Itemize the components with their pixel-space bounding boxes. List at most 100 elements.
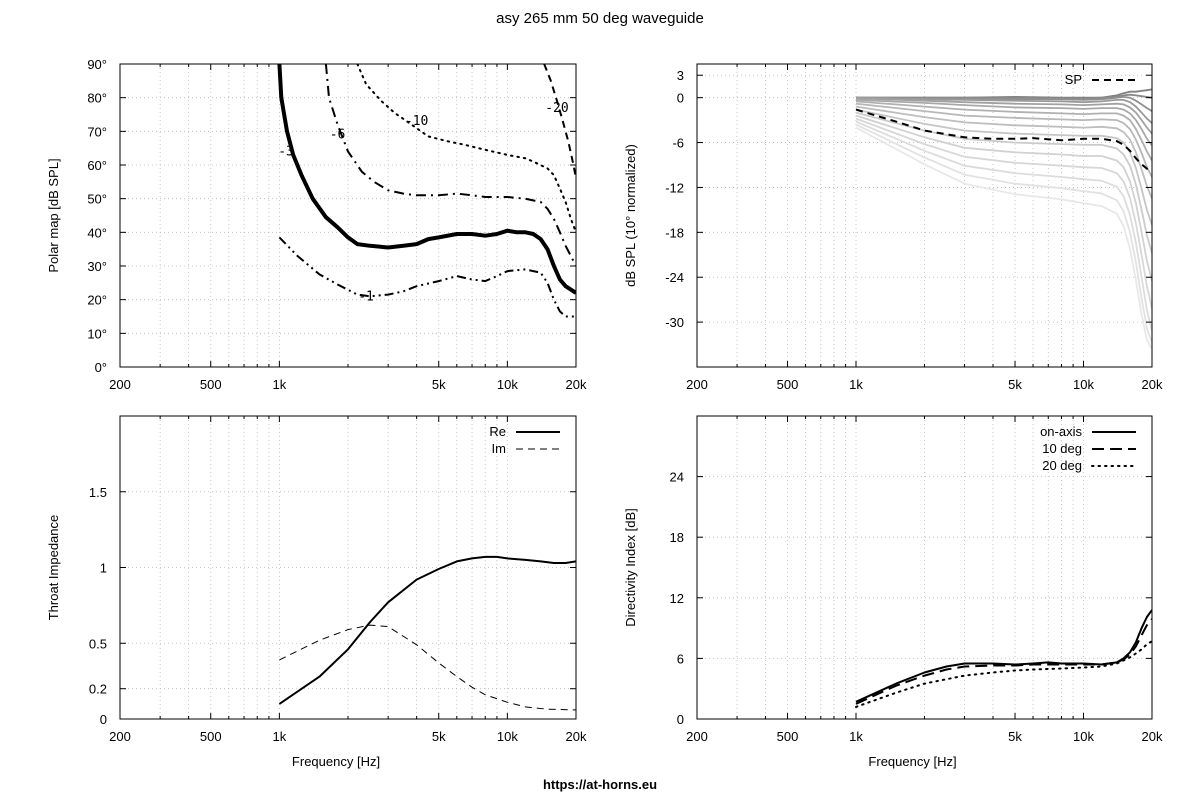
contour-label: -6	[330, 128, 346, 143]
y-tick-label: -30	[665, 315, 684, 330]
fan-curve	[855, 123, 1152, 344]
x-tick-label: 10k	[1073, 729, 1094, 744]
spl-series	[855, 108, 1152, 172]
x-tick-label: 5k	[1008, 729, 1022, 744]
y-tick-label: 90°	[87, 57, 107, 72]
x-tick-label: 500	[777, 729, 799, 744]
series-line	[278, 236, 576, 318]
spl-fan-curves	[855, 88, 1152, 350]
y-tick-label: 50°	[87, 192, 107, 207]
polar-map-panel: -1 -3 -6 -10 -20 200 500 1k 5k 10k 20k 0° 10° 20° 30° 4…	[46, 57, 587, 392]
y-tick-label: -24	[665, 270, 684, 285]
di-series	[855, 609, 1152, 708]
x-tick-label: 20k	[566, 729, 587, 744]
y-tick-label: 0°	[95, 360, 107, 375]
y-tick-label: 0	[677, 91, 684, 106]
footer-url: https://at-horns.eu	[543, 777, 657, 792]
legend-label: 10 deg	[1042, 441, 1082, 456]
y-tick-label: -18	[665, 225, 684, 240]
x-tick-label: 1k	[272, 729, 286, 744]
fan-curve	[855, 99, 1152, 147]
legend-label: SP	[1065, 72, 1082, 87]
fan-curve	[855, 105, 1152, 200]
fan-curve	[855, 95, 1152, 112]
fan-curve	[855, 126, 1152, 350]
spl-grid	[697, 64, 1152, 367]
fan-curve	[855, 117, 1152, 309]
y-tick-label: 12	[670, 591, 684, 606]
y-tick-label: 40°	[87, 225, 107, 240]
x-tick-label: 10k	[1073, 377, 1094, 392]
fan-curve	[855, 120, 1152, 332]
spl-legend: SP	[1065, 72, 1136, 87]
contour-label: -20	[545, 101, 568, 116]
y-axis-label: Polar map [dB SPL]	[46, 158, 61, 272]
y-tick-label: 30°	[87, 259, 107, 274]
di-ticks: 200 500 1k 5k 10k 20k 0 6 12 18 24	[670, 416, 1163, 744]
legend-label: 20 deg	[1042, 458, 1082, 473]
y-tick-label: -6	[672, 136, 684, 151]
x-tick-label: 1k	[849, 729, 863, 744]
legend-label: on-axis	[1040, 424, 1082, 439]
x-tick-label: 5k	[432, 377, 446, 392]
x-tick-label: 5k	[432, 729, 446, 744]
impedance-ticks: 200 500 1k 5k 10k 20k 0 0.2 0.5 1 1.5	[89, 416, 587, 744]
x-tick-label: 10k	[497, 377, 518, 392]
y-tick-label: -12	[665, 180, 684, 195]
y-axis-label: dB SPL (10° normalized)	[623, 144, 638, 287]
x-tick-label: 20k	[566, 377, 587, 392]
x-tick-label: 20k	[1142, 377, 1163, 392]
y-tick-label: 3	[677, 68, 684, 83]
x-tick-label: 200	[109, 377, 131, 392]
series-line	[855, 618, 1152, 705]
impedance-series	[278, 555, 576, 711]
y-tick-label: 0.5	[89, 636, 107, 651]
throat-impedance-panel: 200 500 1k 5k 10k 20k 0 0.2 0.5 1 1.5 Throat Impeda…	[46, 415, 587, 769]
fan-curve	[855, 96, 1152, 124]
fan-curve	[855, 114, 1152, 282]
impedance-legend: Re Im	[489, 424, 560, 456]
y-tick-label: 18	[670, 530, 684, 545]
fan-curve	[855, 97, 1152, 135]
y-tick-label: 1.5	[89, 485, 107, 500]
x-tick-label: 500	[777, 377, 799, 392]
series-line	[277, 64, 576, 295]
polar-grid	[120, 64, 576, 367]
x-tick-label: 500	[200, 377, 222, 392]
x-axis-label: Frequency [Hz]	[868, 754, 956, 769]
x-tick-label: 500	[200, 729, 222, 744]
series-line	[855, 640, 1152, 708]
spl-ticks: 200 500 1k 5k 10k 20k 3 0 -6 -12 -18 -24 -30	[665, 64, 1163, 392]
y-tick-label: 0	[100, 712, 107, 727]
x-tick-label: 200	[686, 729, 708, 744]
series-line	[278, 555, 576, 705]
x-tick-label: 20k	[1142, 729, 1163, 744]
fan-curve	[855, 100, 1152, 161]
polar-frame	[119, 63, 577, 368]
fan-curve	[855, 108, 1152, 226]
legend-label: Im	[492, 441, 506, 456]
contour-label: -1	[358, 289, 374, 304]
fan-curve	[856, 88, 1152, 99]
y-tick-label: 24	[670, 470, 684, 485]
x-axis-label: Frequency [Hz]	[292, 754, 380, 769]
y-tick-label: 0	[677, 712, 684, 727]
spl-panel: 200 500 1k 5k 10k 20k 3 0 -6 -12 -18 -24 -30 dB SPL (…	[623, 63, 1163, 392]
contour-label: -3	[278, 145, 294, 160]
y-tick-label: 20°	[87, 293, 107, 308]
x-tick-label: 200	[686, 377, 708, 392]
impedance-grid	[120, 416, 576, 719]
y-tick-label: 6	[677, 651, 684, 666]
series-line	[543, 64, 576, 179]
y-axis-label: Throat Impedance	[46, 515, 61, 621]
y-tick-label: 10°	[87, 326, 107, 341]
contour-label: -10	[405, 114, 428, 129]
polar-series	[277, 64, 576, 318]
series-line	[855, 108, 1152, 172]
y-axis-label: Directivity Index [dB]	[623, 508, 638, 627]
fan-curve	[855, 111, 1152, 254]
series-line	[855, 609, 1152, 703]
y-tick-label: 1	[100, 561, 107, 576]
x-tick-label: 1k	[849, 377, 863, 392]
